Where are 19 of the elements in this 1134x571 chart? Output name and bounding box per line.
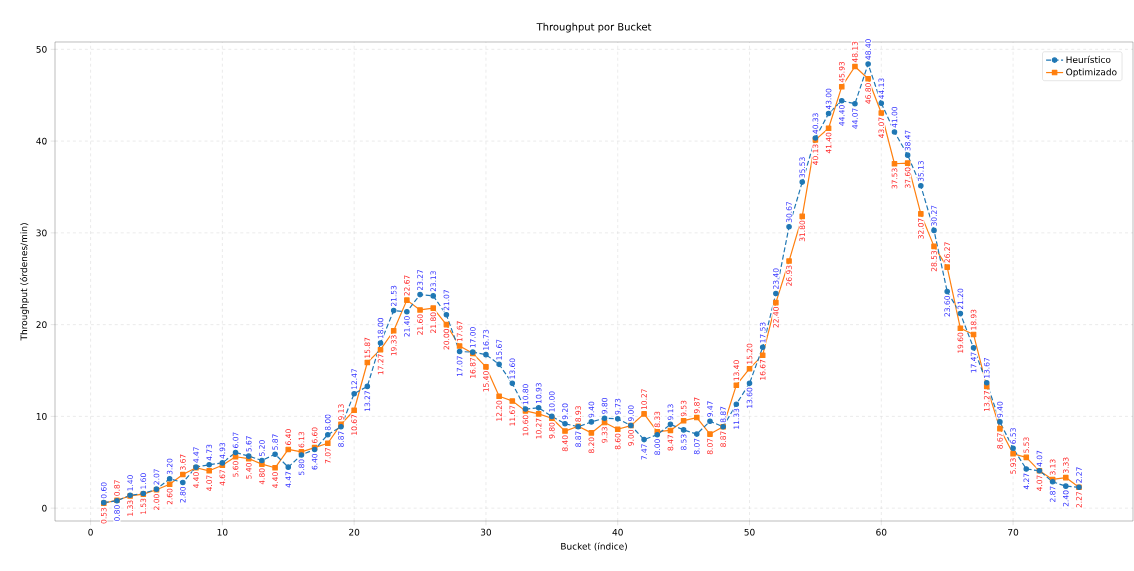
- chart-title: Throughput por Bucket: [536, 22, 652, 33]
- y-axis-title: Throughput (órdenes/min): [19, 223, 29, 341]
- legend-label: Heurístico: [1066, 55, 1111, 64]
- x-tick-label: 50: [744, 528, 755, 536]
- y-tick-label: 50: [36, 45, 47, 53]
- x-tick-label: 30: [480, 528, 492, 536]
- y-tick-label: 20: [36, 321, 47, 329]
- y-tick-label: 30: [36, 229, 47, 237]
- y-tick-label: 40: [36, 137, 47, 145]
- x-tick-label: 10: [217, 528, 228, 536]
- y-tick-label: 10: [36, 413, 47, 420]
- x-tick-label: 0: [88, 528, 93, 536]
- x-tick-label: 60: [876, 528, 887, 536]
- x-tick-label: 70: [1008, 528, 1019, 536]
- y-tick-label: 0: [42, 504, 47, 512]
- legend-label: Optimizado: [1066, 68, 1117, 78]
- x-tick-label: 40: [612, 528, 623, 536]
- x-axis-title: Bucket (índice): [561, 542, 627, 551]
- x-tick-label: 20: [349, 528, 360, 536]
